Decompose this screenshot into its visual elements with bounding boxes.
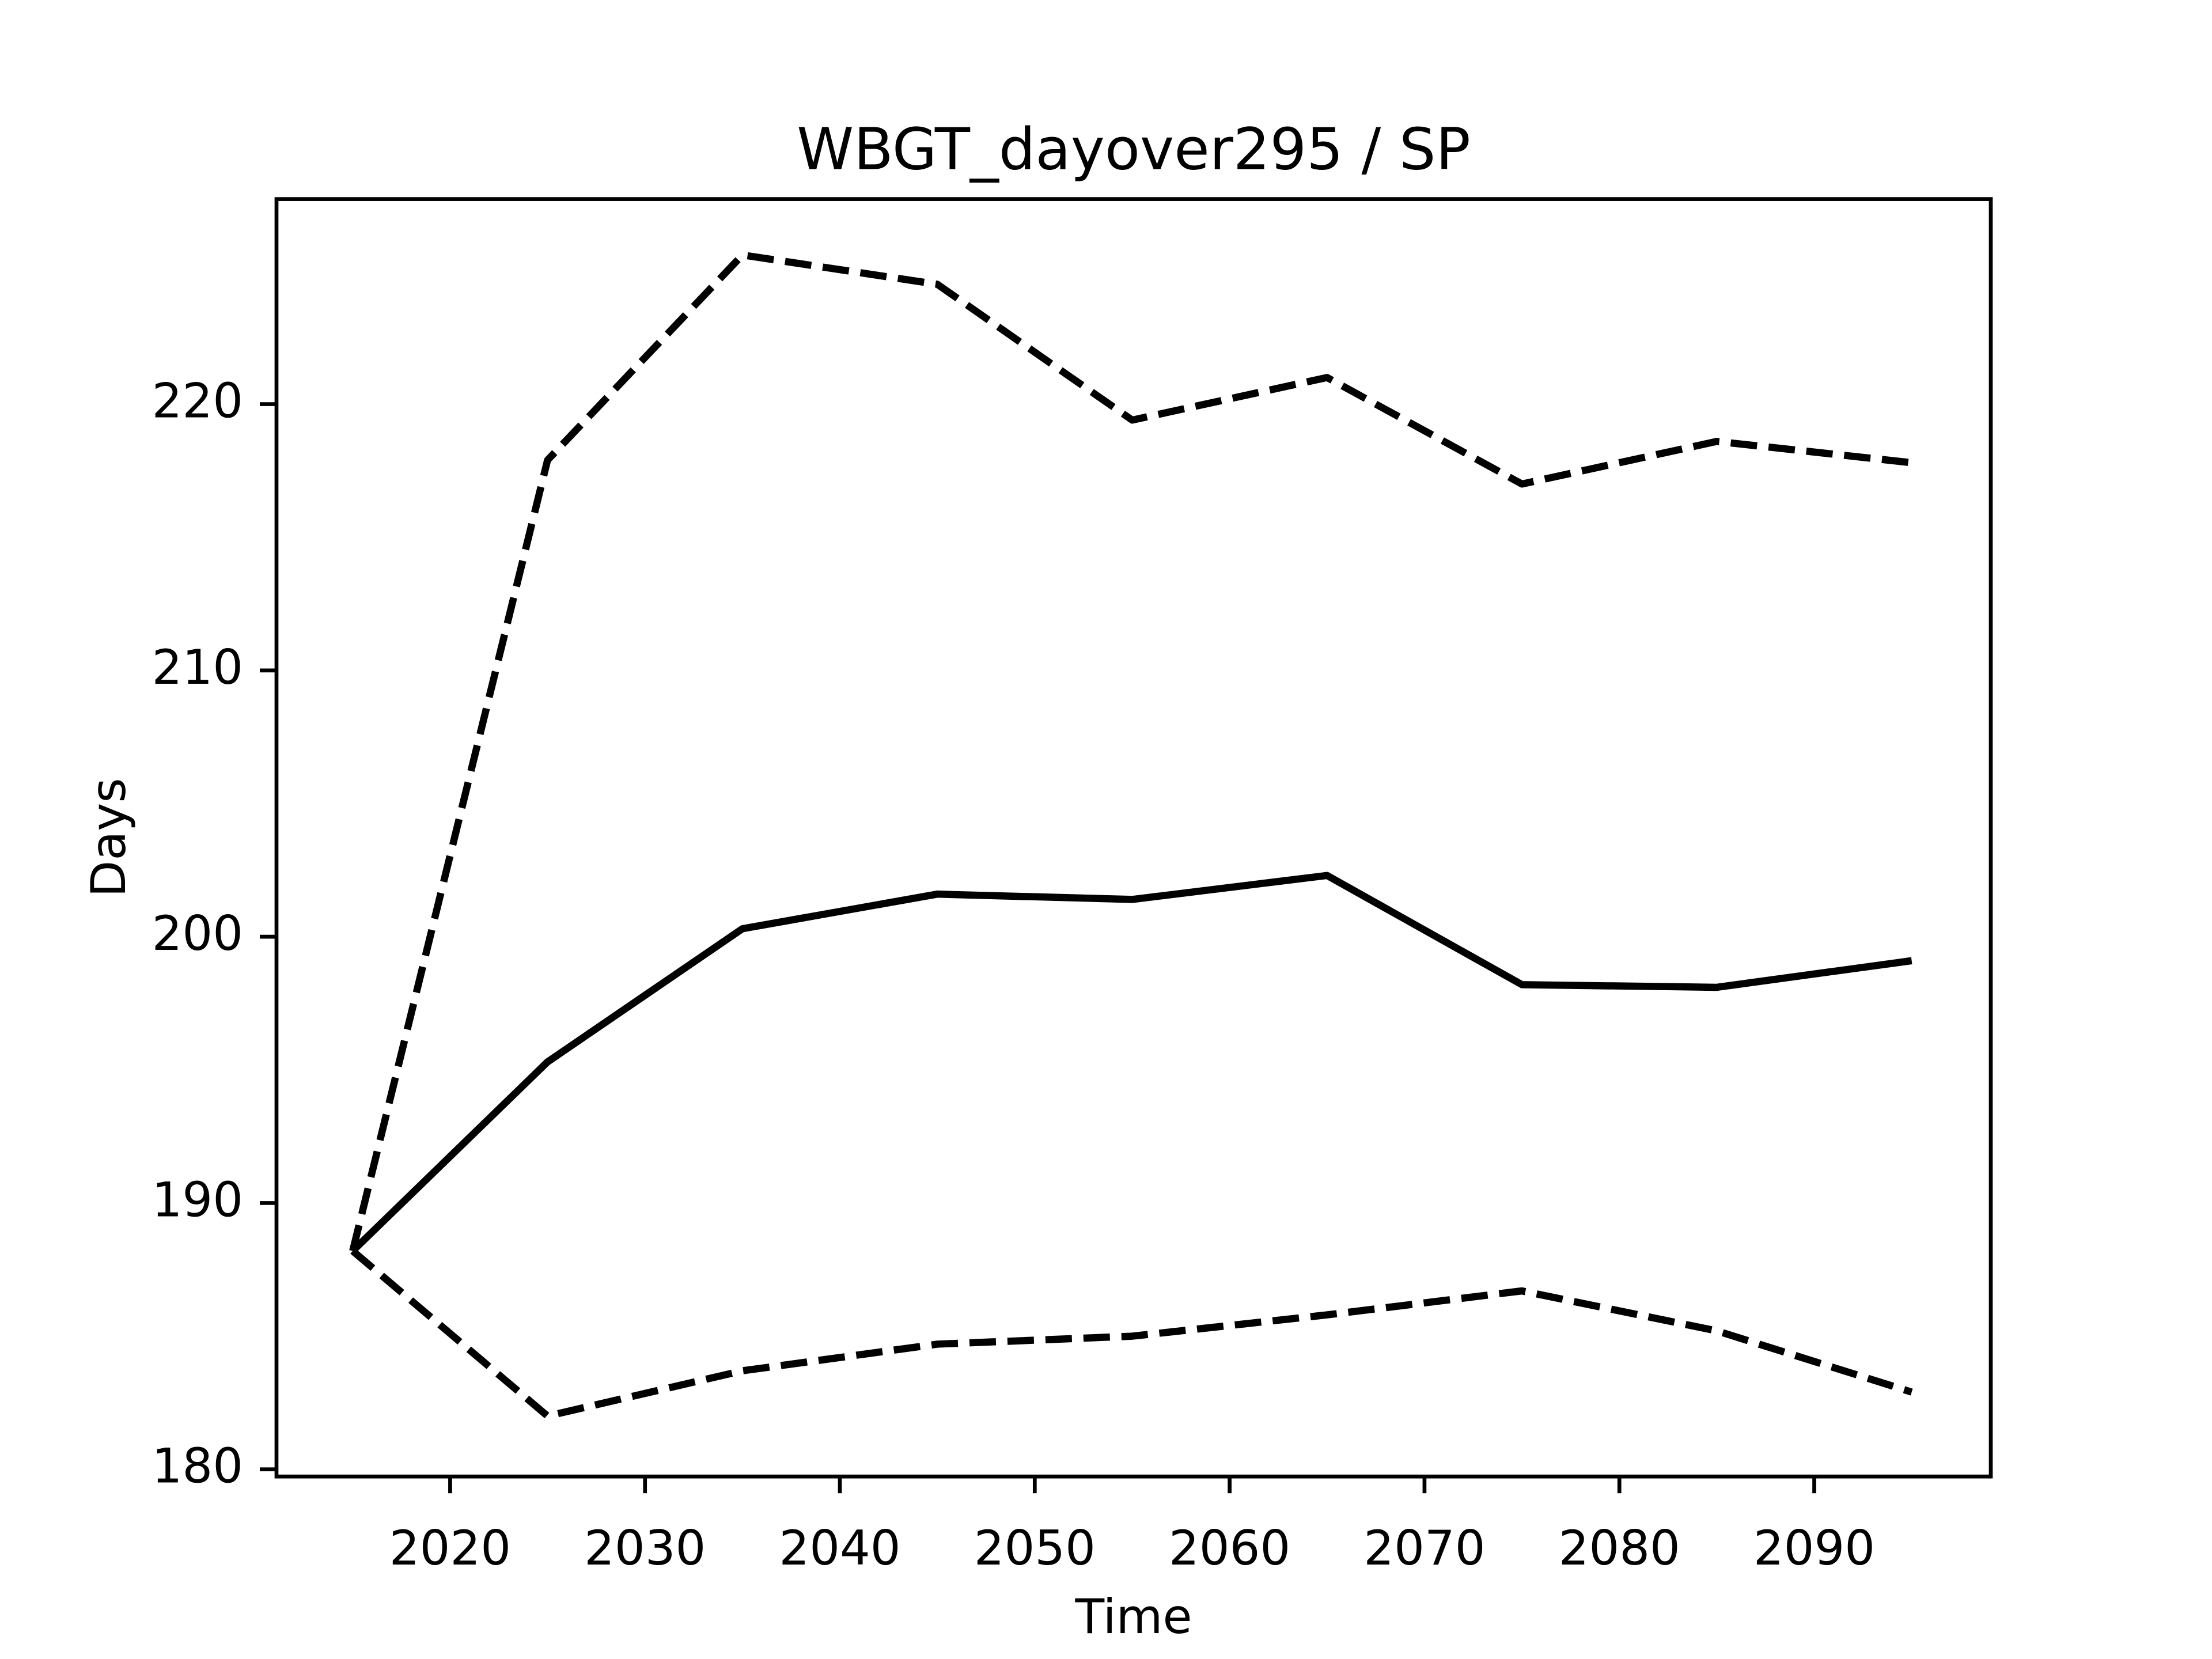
y-tick-label: 200 <box>152 906 243 961</box>
y-axis-label: Days <box>81 778 137 897</box>
y-tick-label: 210 <box>152 639 243 695</box>
x-tick-label: 2060 <box>1169 1520 1290 1576</box>
y-tick-label: 220 <box>152 373 243 429</box>
x-tick-label: 2040 <box>779 1520 900 1576</box>
x-tick-label: 2080 <box>1559 1520 1680 1576</box>
x-tick-label: 2020 <box>389 1520 511 1576</box>
x-tick-label: 2090 <box>1753 1520 1875 1576</box>
series-line <box>349 251 1912 1252</box>
y-tick-label: 180 <box>152 1438 243 1494</box>
series-line <box>350 872 1912 1254</box>
x-tick-label: 2070 <box>1363 1520 1485 1576</box>
x-tick-label: 2050 <box>974 1520 1096 1576</box>
y-tick-label: 190 <box>152 1172 243 1228</box>
x-axis-label: Time <box>1074 1589 1192 1645</box>
series-line <box>350 1248 1913 1420</box>
x-tick-label: 2030 <box>584 1520 706 1576</box>
chart-title: WBGT_dayover295 / SP <box>797 115 1471 183</box>
plot-frame <box>274 197 1993 1479</box>
